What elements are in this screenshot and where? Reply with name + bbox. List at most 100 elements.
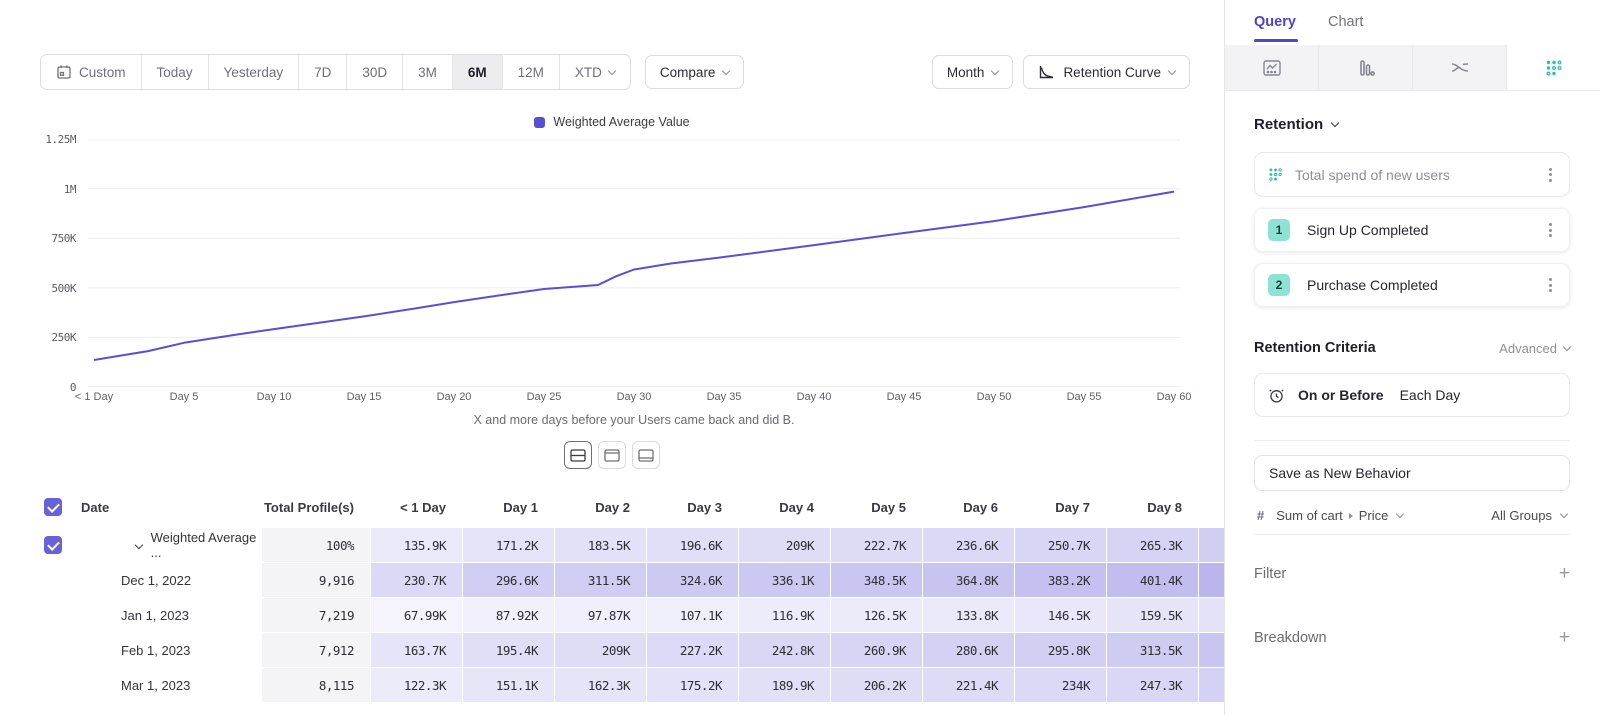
row-label[interactable]: Weighted Average ... <box>81 528 261 562</box>
column-header[interactable]: Day 8 <box>1107 500 1198 515</box>
groups-dropdown[interactable]: All Groups <box>1491 508 1552 523</box>
column-header[interactable]: Day 7 <box>1015 500 1106 515</box>
date-range-label: Yesterday <box>224 65 284 80</box>
expand-chevron-icon[interactable] <box>135 541 143 549</box>
date-range-3m[interactable]: 3M <box>403 55 453 89</box>
x-axis-tick-label: Day 55 <box>1067 391 1102 403</box>
measure-row: # Sum of cart Price All Groups <box>1254 497 1570 535</box>
column-header[interactable]: Day 3 <box>647 500 738 515</box>
behavior-card[interactable]: Total spend of new users <box>1254 152 1570 197</box>
retention-value-cell: 189.9K <box>739 668 830 702</box>
column-header[interactable]: Day 6 <box>923 500 1014 515</box>
criteria-mode-dropdown[interactable]: Advanced <box>1499 341 1570 356</box>
funnels-report-button[interactable] <box>1319 45 1413 90</box>
date-range-today[interactable]: Today <box>142 55 209 89</box>
compare-button[interactable]: Compare <box>645 55 745 89</box>
layout-table-button[interactable] <box>632 441 660 469</box>
date-range-12m[interactable]: 12M <box>503 55 560 89</box>
measure-property-label[interactable]: Sum of cart <box>1276 508 1342 523</box>
kebab-menu-icon[interactable] <box>1545 164 1556 186</box>
tab-query[interactable]: Query <box>1254 14 1298 45</box>
behavior-retention-icon <box>1268 167 1283 182</box>
breakdown-add-row[interactable]: Breakdown + <box>1254 628 1570 647</box>
column-header[interactable]: Day 1 <box>463 500 554 515</box>
retention-value-cell: 146.5K <box>1015 598 1106 632</box>
total-profiles-cell: 7,912 <box>262 633 370 667</box>
x-axis-tick-label: Day 50 <box>977 391 1012 403</box>
report-type-switcher <box>1225 45 1600 91</box>
date-range-30d[interactable]: 30D <box>347 55 403 89</box>
sidebar-tabs: Query Chart <box>1225 0 1600 45</box>
clipped-day-cell <box>1199 598 1224 632</box>
x-axis-tick-label: Day 30 <box>617 391 652 403</box>
select-all-checkbox[interactable] <box>44 498 62 516</box>
row-checkbox[interactable] <box>44 536 62 554</box>
column-header[interactable]: < 1 Day <box>371 500 462 515</box>
criteria-condition-row[interactable]: On or Before Each Day <box>1254 373 1570 417</box>
layout-split-button[interactable] <box>564 441 592 469</box>
chevron-down-icon <box>1563 342 1571 350</box>
retention-value-cell: 135.9K <box>371 528 462 562</box>
date-range-7d[interactable]: 7D <box>299 55 347 89</box>
retention-value-cell: 242.8K <box>739 633 830 667</box>
measure-subproperty-label[interactable]: Price <box>1359 508 1389 523</box>
column-header[interactable]: Day 5 <box>831 500 922 515</box>
retention-value-cell: 280.6K <box>923 633 1014 667</box>
chevron-down-icon <box>991 66 999 74</box>
date-range-yesterday[interactable]: Yesterday <box>209 55 300 89</box>
clipped-day-cell <box>1199 633 1224 667</box>
compare-label: Compare <box>660 65 716 80</box>
retention-section-title: Retention <box>1254 116 1323 133</box>
behavior-title: Total spend of new users <box>1295 167 1533 183</box>
x-axis-labels: < 1 DayDay 5Day 10Day 15Day 20Day 25Day … <box>88 391 1180 409</box>
retention-value-cell: 196.6K <box>647 528 738 562</box>
kebab-menu-icon[interactable] <box>1545 219 1556 241</box>
save-as-new-behavior-button[interactable]: Save as New Behavior <box>1254 455 1570 491</box>
retention-value-cell: 67.99K <box>371 598 462 632</box>
retention-value-cell: 162.3K <box>555 668 646 702</box>
main-panel: CustomToday Yesterday 7D 30D 3M 6M 12M XTD Comp… <box>0 0 1224 715</box>
date-range-label: 7D <box>314 65 331 80</box>
retention-report-button[interactable] <box>1507 45 1600 90</box>
column-header[interactable]: Total Profile(s) <box>262 500 370 515</box>
y-axis-tick-label: 250K <box>52 331 77 344</box>
step-number-badge: 1 <box>1268 219 1290 241</box>
date-range-xtd[interactable]: XTD <box>560 55 630 89</box>
column-header[interactable]: Day 2 <box>555 500 646 515</box>
date-range-label: 30D <box>362 65 387 80</box>
tab-chart[interactable]: Chart <box>1328 14 1363 45</box>
date-range-label: 12M <box>518 65 544 80</box>
row-label-text: Mar 1, 2023 <box>121 678 190 693</box>
chevron-down-icon <box>1560 510 1568 518</box>
date-range-custom[interactable]: Custom <box>41 55 142 89</box>
retention-value-cell: 107.1K <box>647 598 738 632</box>
filter-add-row[interactable]: Filter + <box>1254 564 1570 583</box>
date-range-label: XTD <box>575 65 602 80</box>
granularity-button[interactable]: Month <box>932 55 1014 89</box>
legend-swatch <box>534 117 545 128</box>
retention-value-cell: 159.5K <box>1107 598 1198 632</box>
flows-report-button[interactable] <box>1413 45 1507 90</box>
retention-value-cell: 183.5K <box>555 528 646 562</box>
retention-value-cell: 236.6K <box>923 528 1014 562</box>
chart-legend[interactable]: Weighted Average Value <box>0 115 1224 129</box>
x-axis-tick-label: Day 25 <box>527 391 562 403</box>
plus-icon[interactable]: + <box>1559 628 1570 647</box>
column-header[interactable]: Day 4 <box>739 500 830 515</box>
retention-value-cell: 336.1K <box>739 563 830 597</box>
date-range-label: 6M <box>468 65 487 80</box>
chart-type-button[interactable]: Retention Curve <box>1023 55 1190 89</box>
clipped-day-cell <box>1199 668 1224 702</box>
retention-section-toggle[interactable]: Retention <box>1254 116 1570 133</box>
step-row[interactable]: 1 Sign Up Completed <box>1254 208 1570 252</box>
insights-report-button[interactable] <box>1225 45 1319 90</box>
layout-chart-button[interactable] <box>598 441 626 469</box>
retention-criteria-header: Retention Criteria Advanced <box>1254 340 1570 356</box>
numeric-property-icon: # <box>1257 508 1264 523</box>
plus-icon[interactable]: + <box>1559 564 1570 583</box>
step-row[interactable]: 2 Purchase Completed <box>1254 263 1570 307</box>
date-range-6m[interactable]: 6M <box>453 55 503 89</box>
kebab-menu-icon[interactable] <box>1545 274 1556 296</box>
column-header[interactable]: Date <box>81 500 261 515</box>
retention-value-cell: 364.8K <box>923 563 1014 597</box>
